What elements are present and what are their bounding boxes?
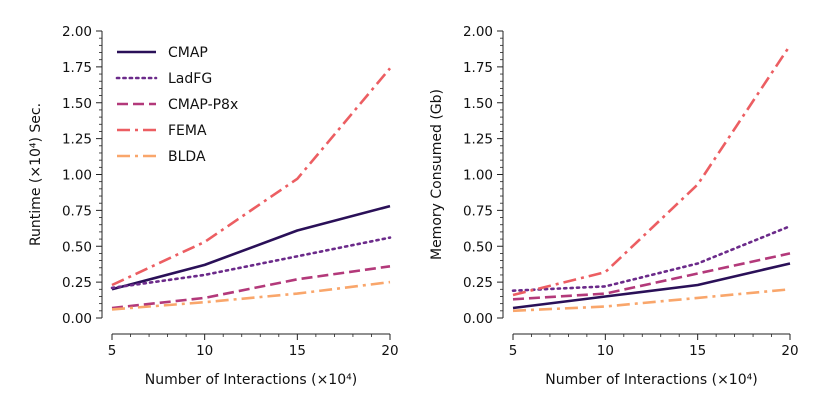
y-tick-label: 0.75 [62, 203, 92, 219]
x-tick-label: 15 [689, 343, 706, 359]
legend-label: BLDA [168, 149, 206, 165]
x-tick-label: 10 [597, 343, 614, 359]
legend-label: FEMA [168, 123, 207, 139]
y-tick-label: 0.75 [463, 203, 493, 219]
series-line-ladfg [110, 236, 392, 290]
series-line-blda [512, 288, 791, 313]
series-line-fema [512, 44, 792, 297]
y-tick-label: 1.25 [463, 132, 493, 148]
y-axis-title: Runtime (×10⁴) Sec. [28, 103, 44, 246]
series-line-blda [111, 280, 391, 311]
legend: CMAP LadFG CMAP-P8x FEMA BLDA [115, 45, 238, 165]
y-tick-label: 0.50 [463, 239, 493, 255]
series-line-fema [111, 67, 391, 287]
x-tick-label: 15 [289, 343, 306, 359]
x-axis-title: Number of Interactions (×10⁴) [545, 372, 757, 388]
y-tick-label: 1.00 [62, 168, 92, 184]
legend-label: CMAP [168, 45, 208, 61]
x-tick-label: 20 [781, 343, 798, 359]
y-tick-label: 0.25 [62, 275, 92, 291]
series-line-cmap-p8x [512, 252, 791, 301]
x-axis-title: Number of Interactions (×10⁴) [145, 372, 357, 388]
legend-label: LadFG [168, 71, 212, 87]
y-tick-label: 1.00 [463, 168, 493, 184]
y-tick-label: 2.00 [463, 24, 493, 40]
x-tick-label: 20 [381, 343, 398, 359]
y-tick-label: 2.00 [62, 24, 92, 40]
y-tick-label: 1.25 [62, 132, 92, 148]
series-line-ladfg [511, 224, 792, 293]
series-line-cmap [111, 204, 391, 291]
y-tick-label: 0.00 [463, 311, 493, 327]
series-line-cmap-p8x [111, 265, 391, 310]
y-tick-label: 1.50 [463, 96, 493, 112]
legend-label: CMAP-P8x [168, 97, 238, 113]
x-tick-label: 10 [196, 343, 213, 359]
x-tick-label: 5 [108, 343, 117, 359]
y-tick-label: 0.00 [62, 311, 92, 327]
chart-panel-1: 0.00 0.25 0.50 0.75 1.00 1.25 1.50 1.75 2.00 5 10 1… [28, 24, 399, 388]
y-tick-label: 1.75 [62, 60, 92, 76]
y-axis-title: Memory Consumed (Gb) [429, 89, 445, 260]
y-tick-label: 0.50 [62, 239, 92, 255]
chart-panel-2: 0.00 0.25 0.50 0.75 1.00 1.25 1.50 1.75 2.00 5 10 1… [429, 24, 799, 388]
y-tick-label: 1.50 [62, 96, 92, 112]
x-tick-label: 5 [509, 343, 518, 359]
y-tick-label: 1.75 [463, 60, 493, 76]
y-tick-label: 0.25 [463, 275, 493, 291]
series-line-cmap [512, 262, 791, 310]
